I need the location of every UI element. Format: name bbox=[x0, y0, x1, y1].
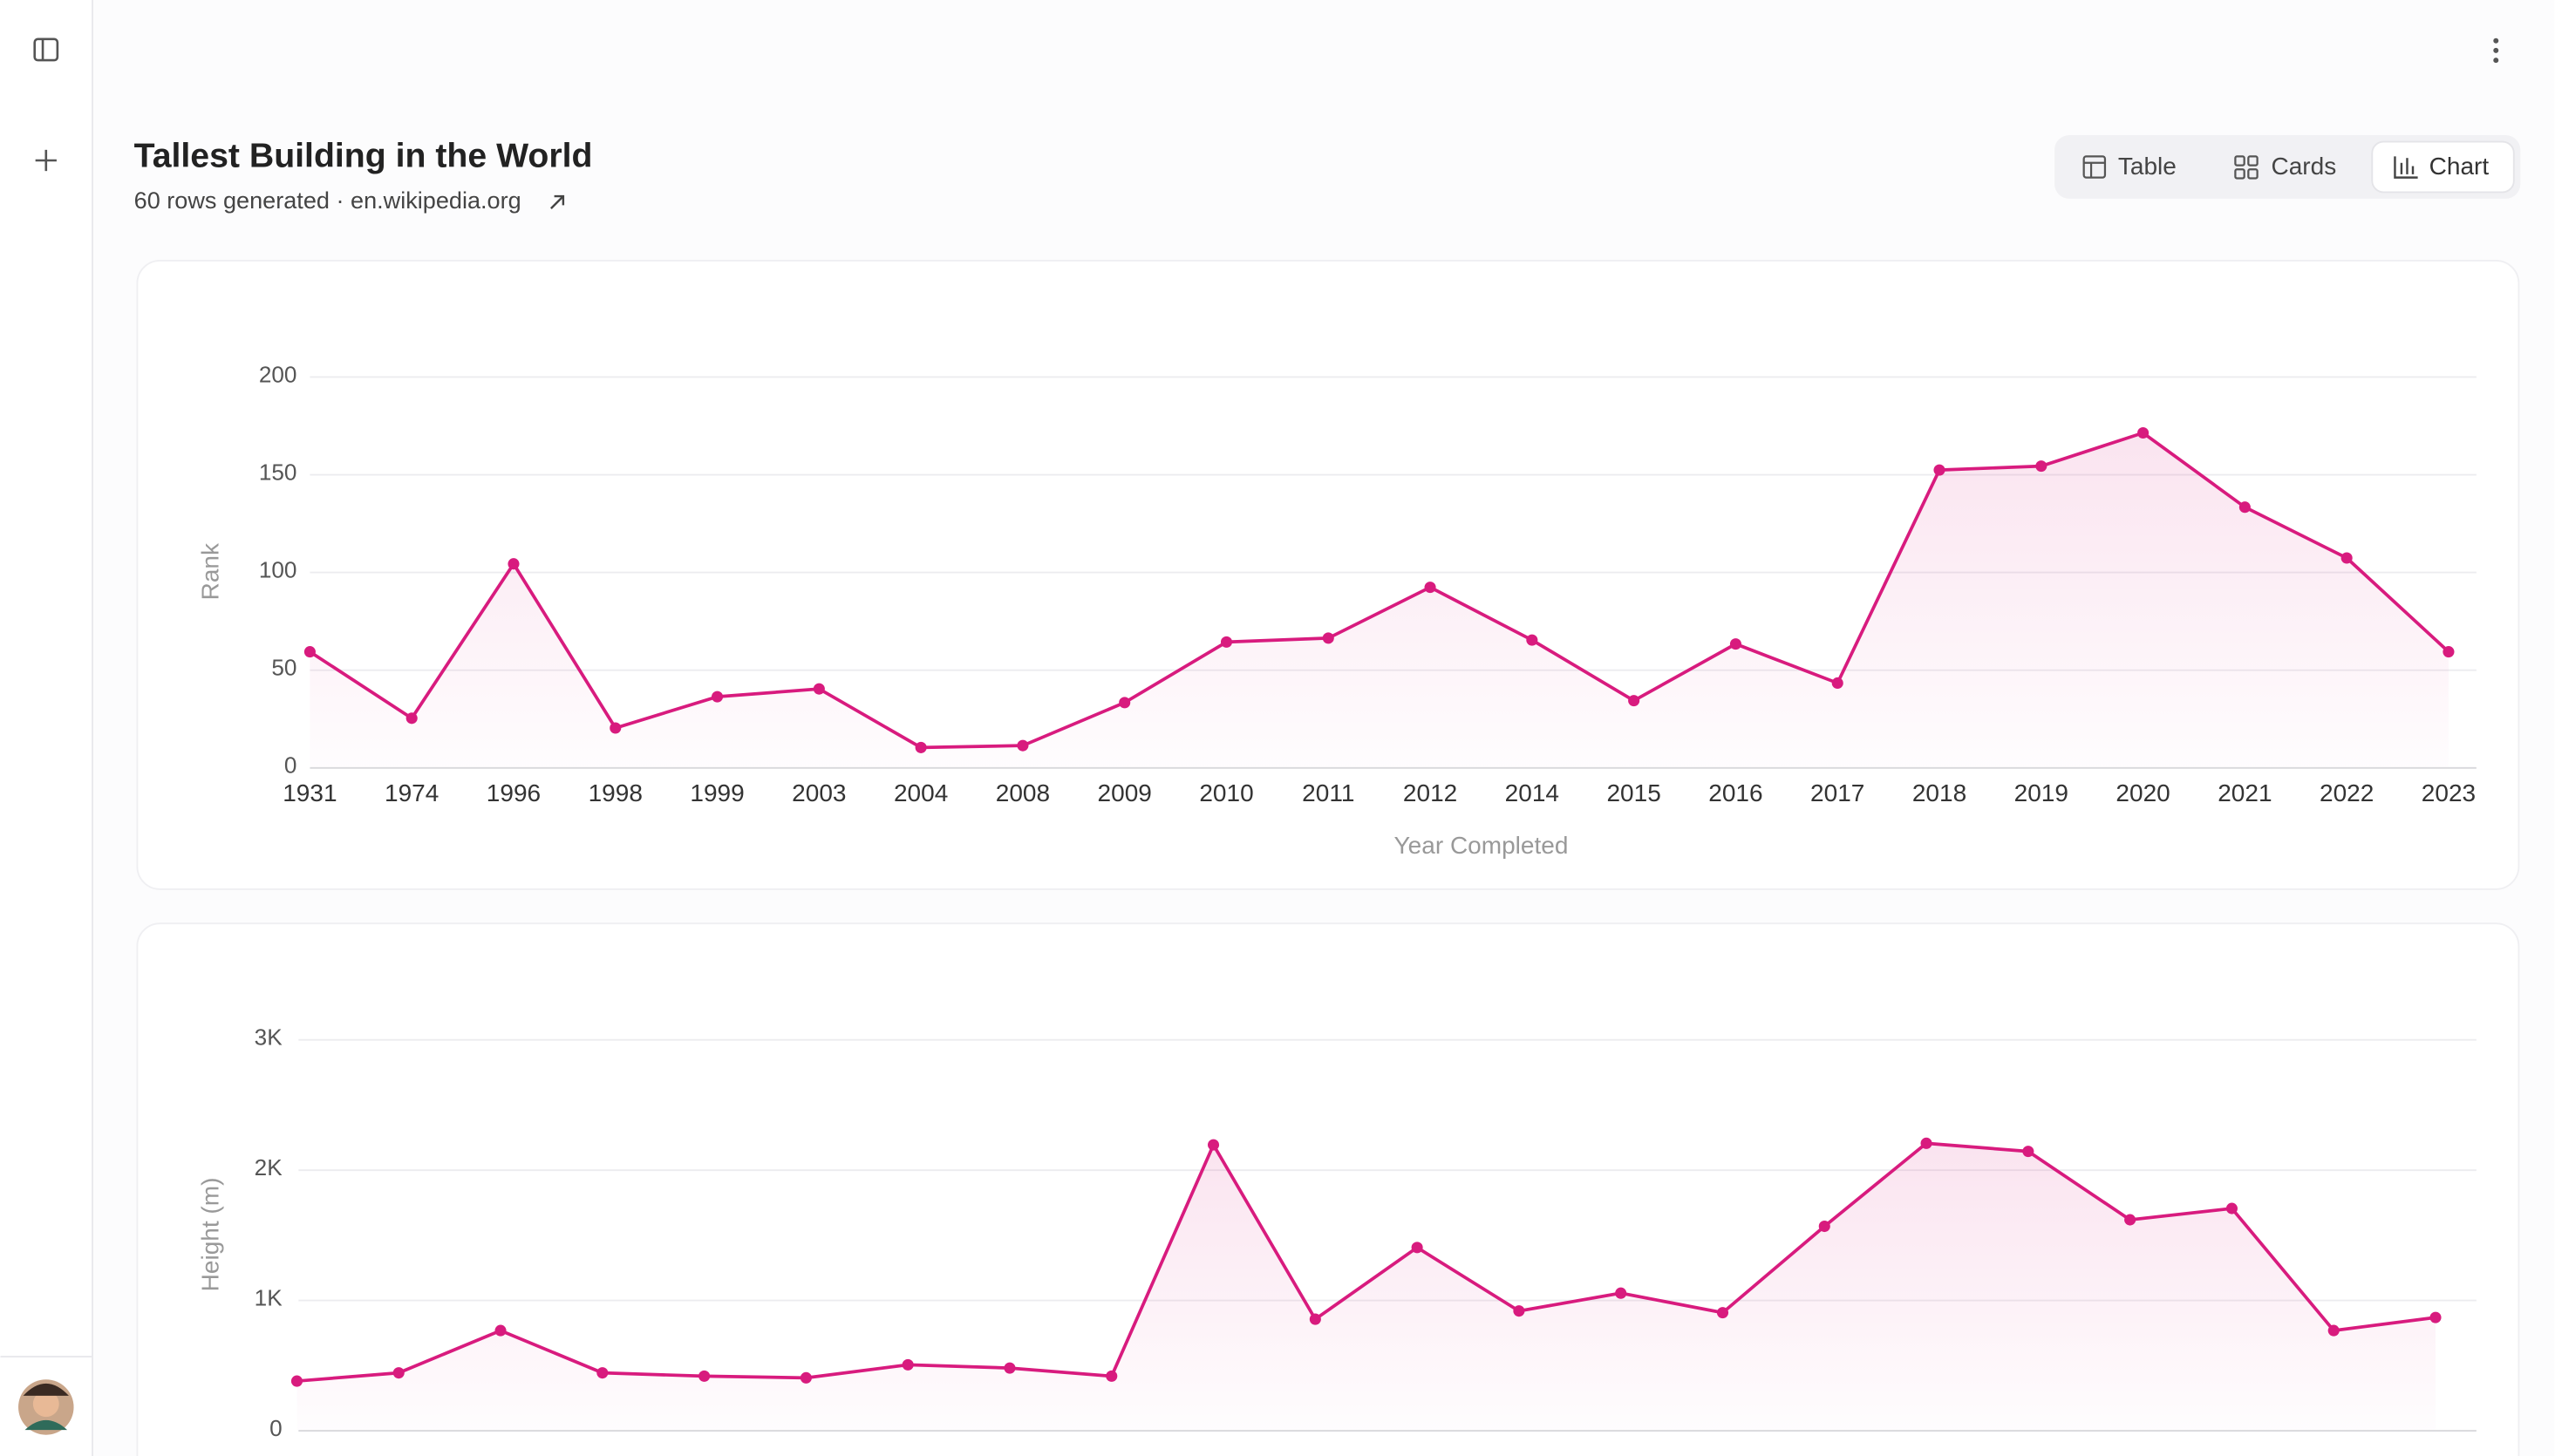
point bbox=[1424, 582, 1436, 594]
point bbox=[1017, 739, 1029, 752]
point bbox=[1729, 638, 1741, 650]
point bbox=[712, 691, 724, 703]
toggle-active bbox=[2371, 140, 2515, 194]
point bbox=[1220, 636, 1233, 648]
y-tick-label: 200 bbox=[259, 361, 297, 387]
y-tick-label: 3K bbox=[255, 1024, 283, 1051]
x-tick-label: 1999 bbox=[690, 779, 744, 806]
point bbox=[392, 1367, 405, 1379]
point bbox=[2035, 460, 2047, 473]
point bbox=[902, 1358, 914, 1371]
chart-icon bbox=[2394, 156, 2418, 179]
point bbox=[1615, 1287, 1627, 1299]
x-tick-label: 2011 bbox=[1302, 779, 1354, 806]
point bbox=[1322, 632, 1334, 644]
x-tick-label: 1931 bbox=[283, 779, 337, 806]
x-axis-label: Year Completed bbox=[1394, 832, 1569, 859]
page-title: Tallest Building in the World bbox=[134, 137, 593, 175]
y-tick-label: 0 bbox=[269, 1415, 283, 1441]
point bbox=[1106, 1370, 1118, 1382]
x-tick-label: 2021 bbox=[2218, 779, 2272, 806]
point bbox=[2238, 501, 2251, 514]
x-tick-label: 1998 bbox=[589, 779, 643, 806]
y-tick-label: 1K bbox=[255, 1285, 283, 1311]
point bbox=[494, 1324, 507, 1337]
x-tick-label: 2003 bbox=[792, 779, 846, 806]
point bbox=[2443, 646, 2455, 658]
x-tick-label: 2004 bbox=[894, 779, 948, 806]
x-tick-label: 1996 bbox=[487, 779, 541, 806]
point bbox=[2137, 426, 2150, 439]
point bbox=[2124, 1214, 2136, 1226]
x-tick-label: 2022 bbox=[2320, 779, 2374, 806]
point bbox=[2327, 1324, 2340, 1337]
x-tick-label: 2009 bbox=[1098, 779, 1152, 806]
toggle-option[interactable]: Table bbox=[2118, 153, 2177, 180]
point bbox=[1411, 1242, 1423, 1254]
x-tick-label: 2020 bbox=[2116, 779, 2170, 806]
point bbox=[610, 722, 622, 734]
point bbox=[2225, 1202, 2238, 1214]
point bbox=[508, 558, 520, 570]
y-tick-label: 2K bbox=[255, 1154, 283, 1180]
x-tick-label: 1974 bbox=[385, 779, 439, 806]
point bbox=[1513, 1305, 1525, 1317]
toggle-option[interactable]: Cards bbox=[2271, 153, 2336, 180]
point bbox=[1831, 677, 1843, 689]
sidebar bbox=[0, 0, 92, 1456]
area bbox=[310, 432, 2449, 767]
point bbox=[800, 1371, 812, 1384]
new-button[interactable] bbox=[35, 149, 57, 172]
line bbox=[296, 1141, 2436, 1383]
more-menu[interactable] bbox=[2493, 37, 2499, 64]
avatar[interactable] bbox=[18, 1379, 74, 1435]
point bbox=[1004, 1362, 1016, 1374]
table-icon bbox=[2082, 155, 2107, 179]
point bbox=[1933, 464, 1945, 476]
point bbox=[1628, 695, 1640, 707]
point bbox=[290, 1375, 303, 1387]
subtitle: 60 rows generated · en.wikipedia.org bbox=[134, 187, 521, 214]
y-tick-label: 50 bbox=[271, 655, 296, 681]
x-tick-label: 2017 bbox=[1810, 779, 1864, 806]
point bbox=[596, 1367, 609, 1379]
sidebar-toggle[interactable] bbox=[33, 37, 59, 62]
x-tick-label: 2012 bbox=[1403, 779, 1457, 806]
y-tick-label: 100 bbox=[259, 557, 297, 583]
point bbox=[1119, 697, 1131, 709]
y-tick-label: 0 bbox=[284, 752, 297, 779]
point bbox=[1526, 634, 1538, 646]
x-tick-label: 2018 bbox=[1912, 779, 1966, 806]
x-tick-label: 2010 bbox=[1199, 779, 1253, 806]
external-link-icon[interactable] bbox=[550, 194, 565, 209]
line bbox=[309, 431, 2450, 750]
point bbox=[2429, 1311, 2442, 1323]
point bbox=[1716, 1307, 1729, 1319]
x-tick-label: 2008 bbox=[996, 779, 1050, 806]
point bbox=[1208, 1139, 1220, 1151]
x-tick-label: 2015 bbox=[1606, 779, 1660, 806]
point bbox=[813, 683, 825, 695]
point bbox=[698, 1370, 711, 1382]
point bbox=[1818, 1220, 1830, 1233]
point bbox=[2340, 552, 2353, 564]
x-tick-label: 2016 bbox=[1708, 779, 1762, 806]
cards-icon bbox=[2234, 155, 2259, 180]
point bbox=[405, 712, 418, 725]
toggle-option[interactable]: Chart bbox=[2429, 153, 2490, 180]
point bbox=[1309, 1313, 1321, 1325]
point bbox=[915, 741, 927, 753]
y-axis-label: Rank bbox=[197, 542, 224, 600]
x-tick-label: 2023 bbox=[2422, 779, 2476, 806]
x-tick-label: 2019 bbox=[2014, 779, 2068, 806]
point bbox=[1920, 1137, 1932, 1149]
point bbox=[303, 646, 316, 658]
x-tick-label: 2014 bbox=[1505, 779, 1559, 806]
area bbox=[296, 1143, 2436, 1431]
y-tick-label: 150 bbox=[259, 459, 297, 485]
point bbox=[2022, 1146, 2034, 1158]
y-axis-label: Height (m) bbox=[197, 1178, 224, 1292]
